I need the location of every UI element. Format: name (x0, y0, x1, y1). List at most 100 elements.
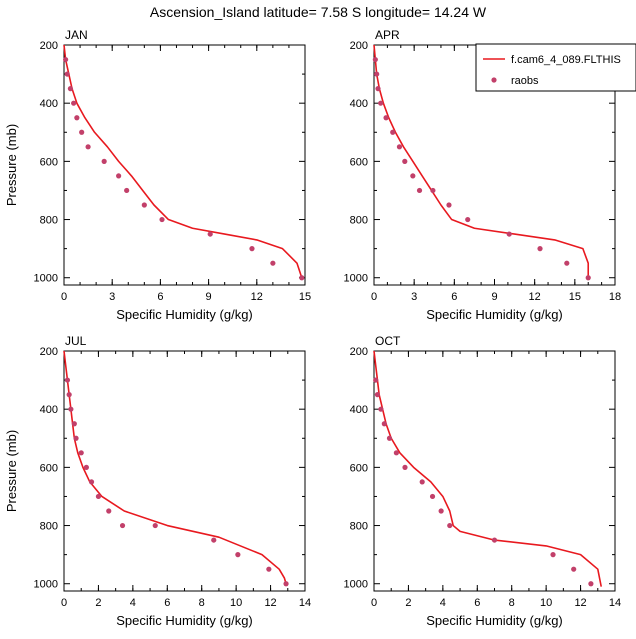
raobs-marker (63, 56, 69, 63)
x-tick-label: 12 (529, 291, 541, 303)
plot-frame (63, 44, 306, 286)
raobs-marker (402, 464, 408, 470)
plot-frame (63, 350, 306, 592)
raobs-marker (374, 71, 380, 77)
raobs-marker (85, 144, 91, 150)
x-axis-title: Specific Humidity (g/kg) (426, 307, 563, 322)
raobs-marker (375, 86, 381, 92)
y-tick-label: 400 (350, 98, 368, 110)
raobs-marker (64, 377, 71, 383)
x-tick-label: 0 (371, 597, 377, 609)
x-tick-label: 15 (569, 291, 581, 303)
x-tick-label: 3 (411, 291, 417, 303)
legend-model-label: f.cam6_4_089.FLTHIS (511, 54, 621, 66)
x-tick-label: 6 (157, 291, 163, 303)
x-axis-title: Specific Humidity (g/kg) (116, 307, 253, 322)
x-tick-label: 6 (474, 597, 480, 609)
x-tick-label: 15 (299, 291, 311, 303)
model-profile-line (373, 350, 603, 587)
y-tick-label: 800 (40, 521, 58, 533)
raobs-marker (390, 129, 396, 135)
raobs-marker (430, 187, 436, 194)
x-tick-label: 3 (109, 291, 115, 303)
x-axis-title: Specific Humidity (g/kg) (116, 613, 253, 628)
raobs-marker (141, 202, 147, 208)
y-tick-label: 400 (40, 404, 58, 416)
raobs-marker (266, 566, 272, 572)
raobs-marker (537, 246, 543, 252)
panel-label: OCT (375, 334, 401, 348)
panel-jul: JUL 0 2 4 6 8 10 12 14 200 400 600 800 1000 Specific H… (4, 334, 311, 628)
x-tick-label: 4 (130, 597, 136, 609)
panel-label: JAN (65, 28, 88, 42)
raobs-marker (588, 581, 594, 587)
x-tick-label: 9 (206, 291, 212, 303)
raobs-marker (372, 56, 378, 63)
y-axis-title: Pressure (mb) (4, 430, 19, 512)
raobs-marker (152, 522, 158, 529)
raobs-marker (101, 158, 107, 164)
raobs-marker (78, 450, 84, 456)
model-profile-line (63, 350, 287, 584)
x-tick-label: 12 (251, 291, 263, 303)
raobs-marker (73, 435, 79, 441)
panel-oct: OCT 0 2 4 6 8 10 12 14 200 400 600 800 1000 Specific H… (344, 334, 622, 628)
raobs-marker (64, 71, 70, 77)
raobs-marker (71, 421, 77, 427)
x-tick-label: 2 (95, 597, 101, 609)
raobs-marker (446, 202, 452, 208)
panel-label: APR (375, 28, 400, 42)
raobs-marker (71, 100, 77, 106)
x-tick-label: 0 (61, 291, 67, 303)
raobs-marker (249, 246, 255, 252)
panel-apr: APR 0 3 6 9 12 15 18 200 400 600 800 1000 Specific Hu… (344, 28, 622, 322)
raobs-marker (116, 173, 122, 179)
raobs-marker (550, 552, 556, 558)
raobs-marker (283, 581, 289, 587)
raobs-marker (402, 158, 408, 164)
x-tick-label: 2 (405, 597, 411, 609)
legend: f.cam6_4_089.FLTHIS raobs (475, 43, 636, 92)
x-tick-label: 10 (540, 597, 552, 609)
y-tick-label: 200 (350, 40, 368, 52)
legend-obs-marker-sample (491, 77, 497, 83)
raobs-marker (373, 377, 379, 383)
y-tick-label: 1000 (34, 579, 58, 591)
y-tick-label: 600 (40, 462, 58, 474)
x-tick-label: 12 (264, 597, 276, 609)
x-tick-label: 14 (299, 597, 311, 609)
y-tick-label: 600 (350, 156, 368, 168)
y-tick-label: 600 (350, 462, 368, 474)
raobs-marker (374, 392, 381, 398)
raobs-marker (438, 508, 444, 514)
raobs-marker (419, 479, 425, 485)
raobs-marker (66, 392, 72, 398)
raobs-marker (416, 187, 423, 194)
x-tick-label: 6 (451, 291, 457, 303)
model-profile-line (63, 44, 303, 278)
raobs-marker (571, 566, 577, 572)
raobs-marker (410, 173, 416, 179)
raobs-marker (299, 275, 305, 281)
raobs-marker (386, 435, 393, 441)
y-tick-label: 200 (350, 346, 368, 358)
y-tick-label: 200 (40, 346, 58, 358)
legend-obs-label: raobs (511, 75, 539, 87)
raobs-marker (95, 493, 102, 500)
raobs-marker (74, 115, 80, 121)
x-tick-label: 0 (371, 291, 377, 303)
raobs-marker (270, 260, 276, 266)
raobs-marker (396, 144, 403, 150)
x-tick-label: 4 (440, 597, 446, 609)
raobs-marker (79, 129, 85, 135)
x-tick-label: 10 (230, 597, 242, 609)
y-tick-label: 400 (40, 98, 58, 110)
raobs-marker (564, 260, 570, 266)
x-tick-label: 0 (61, 597, 67, 609)
x-tick-label: 6 (164, 597, 170, 609)
x-tick-label: 18 (609, 291, 621, 303)
y-tick-label: 800 (350, 521, 368, 533)
raobs-marker (393, 450, 399, 456)
